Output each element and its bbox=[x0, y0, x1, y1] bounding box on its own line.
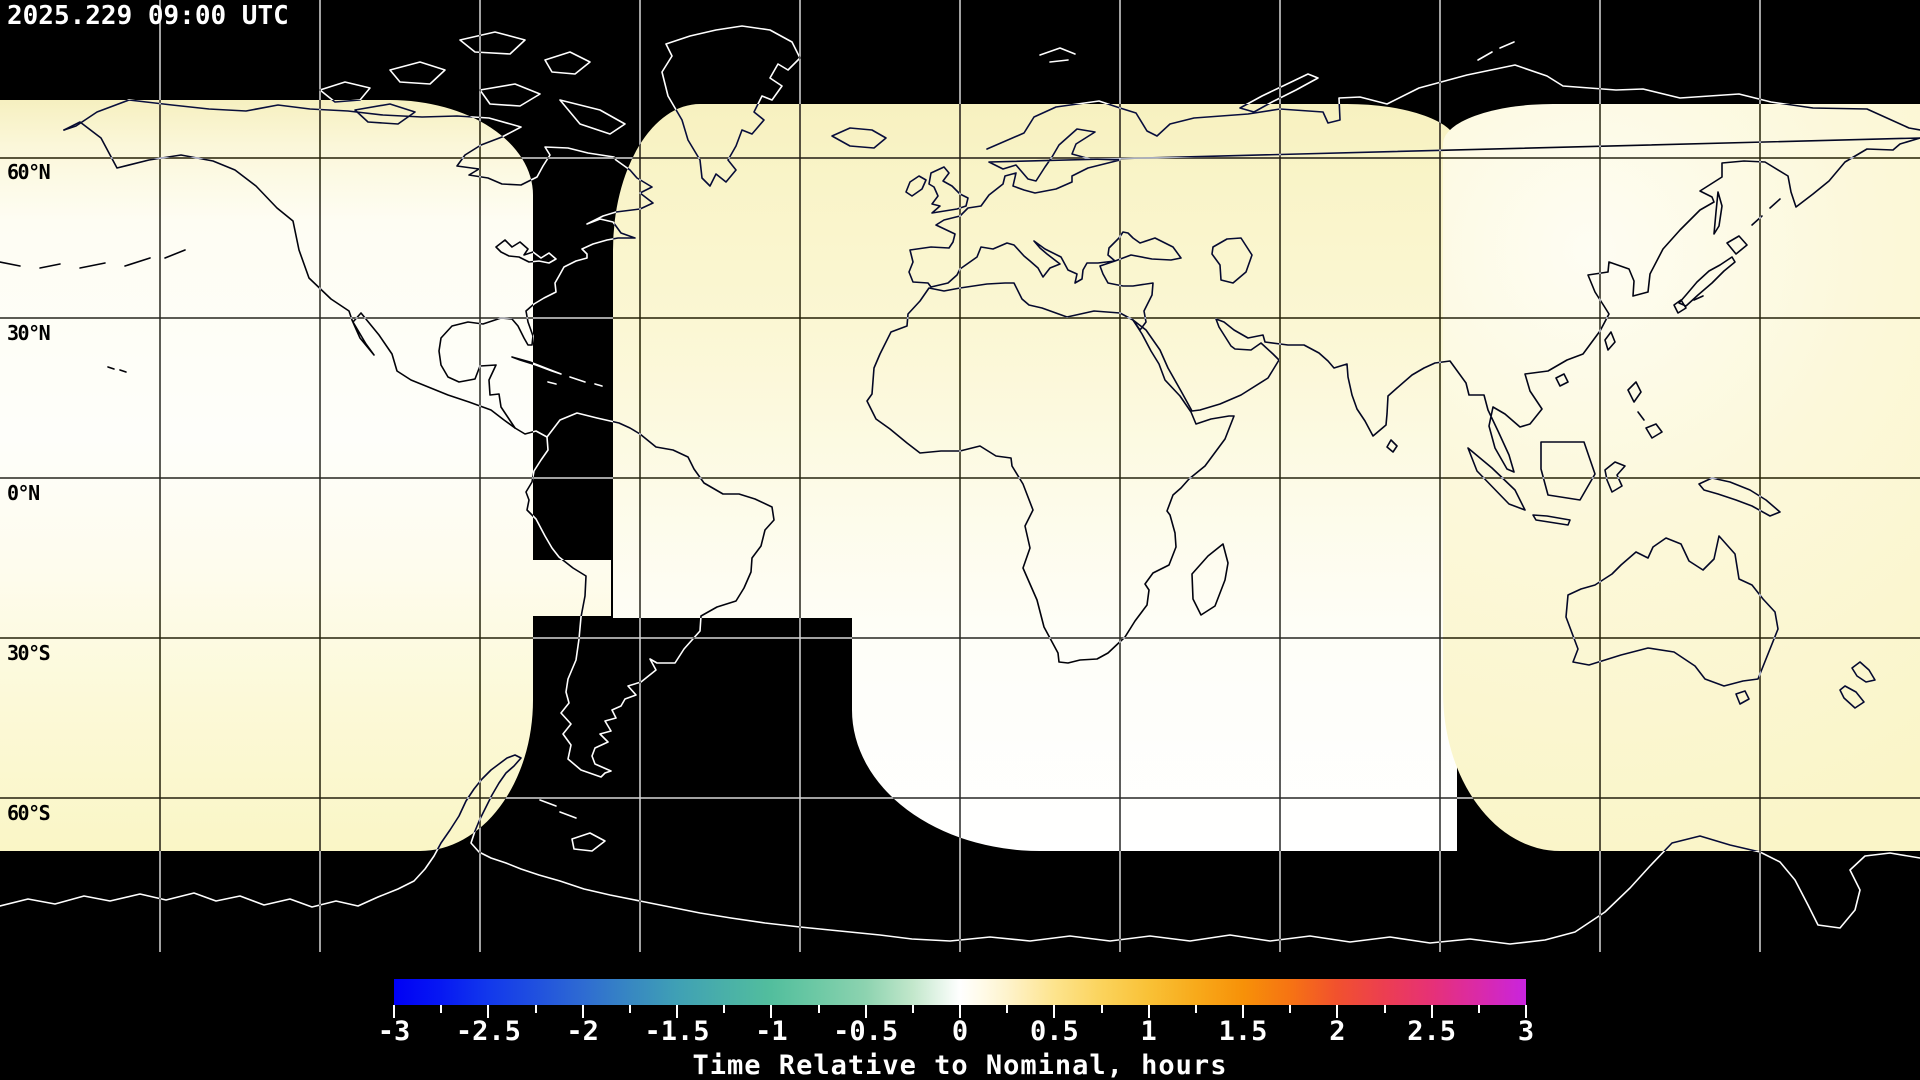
colorbar-ticks bbox=[393, 1005, 1527, 1019]
coastline-iceland bbox=[831, 127, 887, 149]
colorbar-major-tick bbox=[1053, 1005, 1056, 1018]
coastline-africa bbox=[866, 282, 1235, 664]
coastline-britain bbox=[928, 166, 969, 214]
latitude-label-0n: 0°N bbox=[7, 481, 40, 505]
colorbar-minor-tick bbox=[1383, 1005, 1386, 1013]
coastline-aleutians bbox=[0, 249, 186, 269]
coastline-philippines bbox=[1627, 381, 1663, 439]
coastline-greenland bbox=[661, 25, 801, 187]
colorbar-tick-label: -0.5 bbox=[833, 1016, 899, 1047]
latitude-label-60s: 60°S bbox=[7, 801, 51, 825]
colorbar-tick-label: 1.5 bbox=[1218, 1016, 1268, 1047]
colorbar-tick-label: -2 bbox=[566, 1016, 599, 1047]
coastline-novaya-zemlya bbox=[1239, 73, 1319, 113]
colorbar-tick-label: -3 bbox=[377, 1016, 411, 1047]
colorbar-tick-label: 2.5 bbox=[1407, 1016, 1457, 1047]
colorbar-tick-label: -1.5 bbox=[644, 1016, 710, 1047]
coastline-antarctica bbox=[0, 754, 1920, 945]
coastline-south-america bbox=[525, 412, 775, 778]
colorbar-major-tick bbox=[1336, 1005, 1339, 1018]
coastline-north-america-east bbox=[63, 99, 654, 429]
colorbar-tick-labels: -3 -2.5 -2 -1.5 -1 -0.5 0 0.5 1 1.5 2 2.5 3 bbox=[378, 1016, 1534, 1050]
coastline-madagascar bbox=[1191, 543, 1229, 616]
colorbar-tick-label: 0 bbox=[951, 1016, 969, 1047]
colorbar-tick-label: 2 bbox=[1329, 1016, 1346, 1047]
colorbar-title: Time Relative to Nominal, hours bbox=[692, 1050, 1228, 1080]
colorbar-minor-tick bbox=[911, 1005, 914, 1013]
coastline-arctic-islands bbox=[319, 31, 626, 135]
coastline-eurasia bbox=[908, 64, 1920, 473]
colorbar-major-tick bbox=[581, 1005, 584, 1018]
colorbar-minor-tick bbox=[1100, 1005, 1103, 1013]
coastlines bbox=[0, 25, 1920, 945]
colorbar-minor-tick bbox=[817, 1005, 820, 1013]
coastline-caspian bbox=[1211, 237, 1253, 284]
colorbar-minor-tick bbox=[1006, 1005, 1009, 1013]
coastline-ireland bbox=[905, 175, 927, 197]
colorbar-major-tick bbox=[1147, 1005, 1150, 1018]
colorbar-minor-tick bbox=[1194, 1005, 1197, 1013]
colorbar-major-tick bbox=[864, 1005, 867, 1018]
colorbar-major-tick bbox=[770, 1005, 773, 1018]
colorbar-tick-label: 0.5 bbox=[1029, 1016, 1079, 1047]
colorbar-major-tick bbox=[1242, 1005, 1244, 1018]
colorbar-minor-tick bbox=[1289, 1005, 1292, 1013]
timestamp: 2025.229 09:00 UTC bbox=[7, 1, 289, 31]
colorbar-minor-tick bbox=[1477, 1005, 1480, 1013]
coastline-australia bbox=[1565, 535, 1779, 687]
coastline-north-america bbox=[63, 121, 548, 438]
coverage-swath-west bbox=[0, 100, 611, 851]
latitude-label-60n: 60°N bbox=[7, 160, 51, 184]
colorbar-tick-label: -1 bbox=[755, 1016, 788, 1047]
colorbar-gradient bbox=[394, 979, 1526, 1005]
latitude-label-30s: 30°S bbox=[7, 641, 51, 665]
colorbar-major-tick bbox=[487, 1005, 490, 1018]
latitude-label-30n: 30°N bbox=[7, 321, 51, 345]
colorbar-tick-label: 3 bbox=[1517, 1016, 1535, 1047]
colorbar-minor-tick bbox=[534, 1005, 537, 1013]
colorbar-minor-tick bbox=[723, 1005, 726, 1013]
coastline-japan bbox=[1673, 235, 1748, 314]
coastline-cuba bbox=[511, 356, 562, 375]
coastline-new-zealand bbox=[1839, 661, 1876, 709]
coastline-great-lakes bbox=[495, 239, 557, 264]
colorbar-major-tick bbox=[959, 1005, 961, 1018]
colorbar-minor-tick bbox=[440, 1005, 443, 1013]
colorbar-tick-label: 1 bbox=[1140, 1016, 1157, 1047]
colorbar-major-tick bbox=[1525, 1005, 1527, 1018]
colorbar-major-tick bbox=[676, 1005, 678, 1018]
colorbar-minor-tick bbox=[628, 1005, 631, 1013]
colorbar-tick-label: -2.5 bbox=[455, 1016, 521, 1047]
colorbar-major-tick bbox=[393, 1005, 395, 1018]
coastline-indonesia bbox=[1467, 441, 1781, 526]
colorbar-major-tick bbox=[1430, 1005, 1433, 1018]
